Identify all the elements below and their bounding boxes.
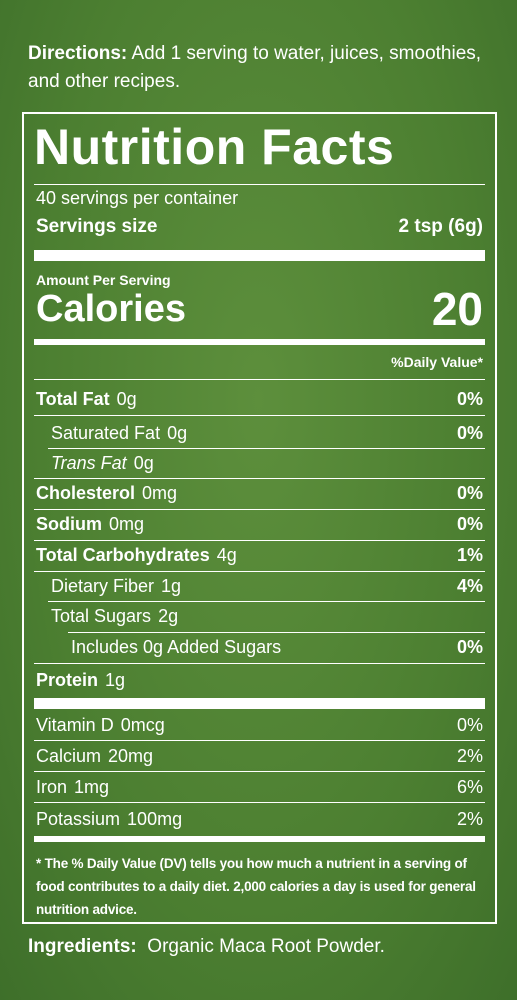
rule — [34, 415, 485, 416]
nutrient-row: Protein 1g — [36, 665, 483, 695]
rule — [34, 802, 485, 803]
nutrition-panel: Nutrition Facts 40 servings per containe… — [22, 112, 497, 924]
nutrient-amount: 2g — [158, 605, 179, 626]
calories-label: Calories — [36, 288, 186, 330]
nutrient-amount: 0mg — [142, 482, 178, 503]
nutrient-dv: 4% — [456, 575, 483, 596]
nutrient-row: Cholesterol 0mg 0% — [36, 478, 483, 508]
nutrient-row: Total Fat 0g 0% — [36, 384, 483, 414]
nutrient-name: Total Carbohydrates — [36, 544, 210, 565]
vitamin-name: Vitamin D — [36, 714, 114, 735]
ingredients-text: Organic Maca Root Powder. — [147, 936, 385, 957]
rule — [48, 448, 485, 449]
rule — [48, 601, 485, 602]
nutrient-row: Includes 0g Added Sugars 0% — [71, 632, 483, 662]
calories-value: 20 — [431, 283, 483, 335]
ingredients-label: Ingredients: — [28, 936, 137, 957]
ingredients: Ingredients: Organic Maca Root Powder. — [28, 936, 385, 958]
amount-per-serving: Amount Per Serving — [36, 272, 171, 288]
nutrient-row: Total Carbohydrates 4g 1% — [36, 540, 483, 570]
nutrient-name: Sodium — [36, 513, 102, 534]
vitamin-name: Calcium — [36, 745, 102, 766]
vitamin-row: Potassium 100mg 2% — [36, 804, 483, 834]
vitamin-row: Iron 1mg 6% — [36, 772, 483, 802]
vitamin-amount: 0mcg — [120, 714, 165, 735]
nutrient-amount: 0g — [116, 388, 137, 409]
vitamin-dv: 2% — [456, 808, 483, 829]
nutrient-amount: 0g — [133, 452, 154, 473]
rule — [34, 379, 485, 380]
serving-size: 2 tsp (6g) — [398, 216, 483, 237]
nutrient-row: Saturated Fat 0g 0% — [51, 418, 483, 448]
rule — [34, 771, 485, 772]
vitamin-amount: 100mg — [127, 808, 183, 829]
vitamin-row: Calcium 20mg 2% — [36, 741, 483, 771]
nutrient-amount: 1g — [161, 575, 182, 596]
vitamin-amount: 20mg — [108, 745, 154, 766]
rule — [34, 540, 485, 541]
nutrient-dv: 0% — [456, 388, 483, 409]
nutrient-dv: 0% — [456, 422, 483, 443]
directions: Directions: Add 1 serving to water, juic… — [28, 40, 498, 96]
nutrient-row: Trans Fat 0g — [51, 448, 483, 478]
servings-per-container: 40 servings per container — [36, 188, 239, 208]
medium-rule — [34, 836, 485, 842]
thick-rule — [34, 698, 485, 709]
nutrient-name: Dietary Fiber — [51, 575, 155, 596]
nutrient-amount: 0g — [167, 422, 188, 443]
rule — [34, 509, 485, 510]
nutrient-row: Sodium 0mg 0% — [36, 509, 483, 539]
footnote: * The % Daily Value (DV) tells you how m… — [36, 856, 476, 917]
vitamin-name: Potassium — [36, 808, 121, 829]
rule — [34, 184, 485, 185]
nutrient-name: Includes 0g Added Sugars — [71, 636, 282, 657]
nutrient-row: Dietary Fiber 1g 4% — [51, 571, 483, 601]
vitamin-name: Iron — [36, 776, 68, 797]
nutrient-name: Cholesterol — [36, 482, 136, 503]
serving-size-label: Servings size — [36, 216, 158, 237]
rule — [34, 478, 485, 479]
vitamin-row: Vitamin D 0mcg 0% — [36, 710, 483, 740]
nutrient-amount: 0mg — [109, 513, 145, 534]
nutrient-amount: 1g — [105, 669, 126, 690]
panel-title: Nutrition Facts — [34, 119, 395, 175]
nutrient-row: Total Sugars 2g — [51, 601, 483, 631]
vitamin-dv: 6% — [456, 776, 483, 797]
nutrient-dv: 1% — [456, 544, 483, 565]
rule — [68, 632, 485, 633]
thick-rule — [34, 250, 485, 261]
rule — [34, 571, 485, 572]
nutrient-name: Total Sugars — [51, 605, 152, 626]
vitamin-dv: 0% — [456, 714, 483, 735]
nutrient-dv: 0% — [456, 482, 483, 503]
medium-rule — [34, 339, 485, 345]
nutrient-dv: 0% — [456, 513, 483, 534]
nutrient-name: Trans Fat — [51, 452, 127, 473]
directions-label: Directions: — [28, 43, 128, 64]
dv-header: %Daily Value* — [391, 354, 483, 370]
rule — [34, 740, 485, 741]
nutrient-dv: 0% — [456, 636, 483, 657]
vitamin-amount: 1mg — [74, 776, 110, 797]
nutrient-name: Protein — [36, 669, 99, 690]
nutrient-name: Total Fat — [36, 388, 110, 409]
nutrient-name: Saturated Fat — [51, 422, 161, 443]
directions-text: Add 1 serving to water, juices, smoothie… — [28, 43, 482, 92]
rule — [34, 663, 485, 664]
nutrient-amount: 4g — [216, 544, 237, 565]
vitamin-dv: 2% — [456, 745, 483, 766]
